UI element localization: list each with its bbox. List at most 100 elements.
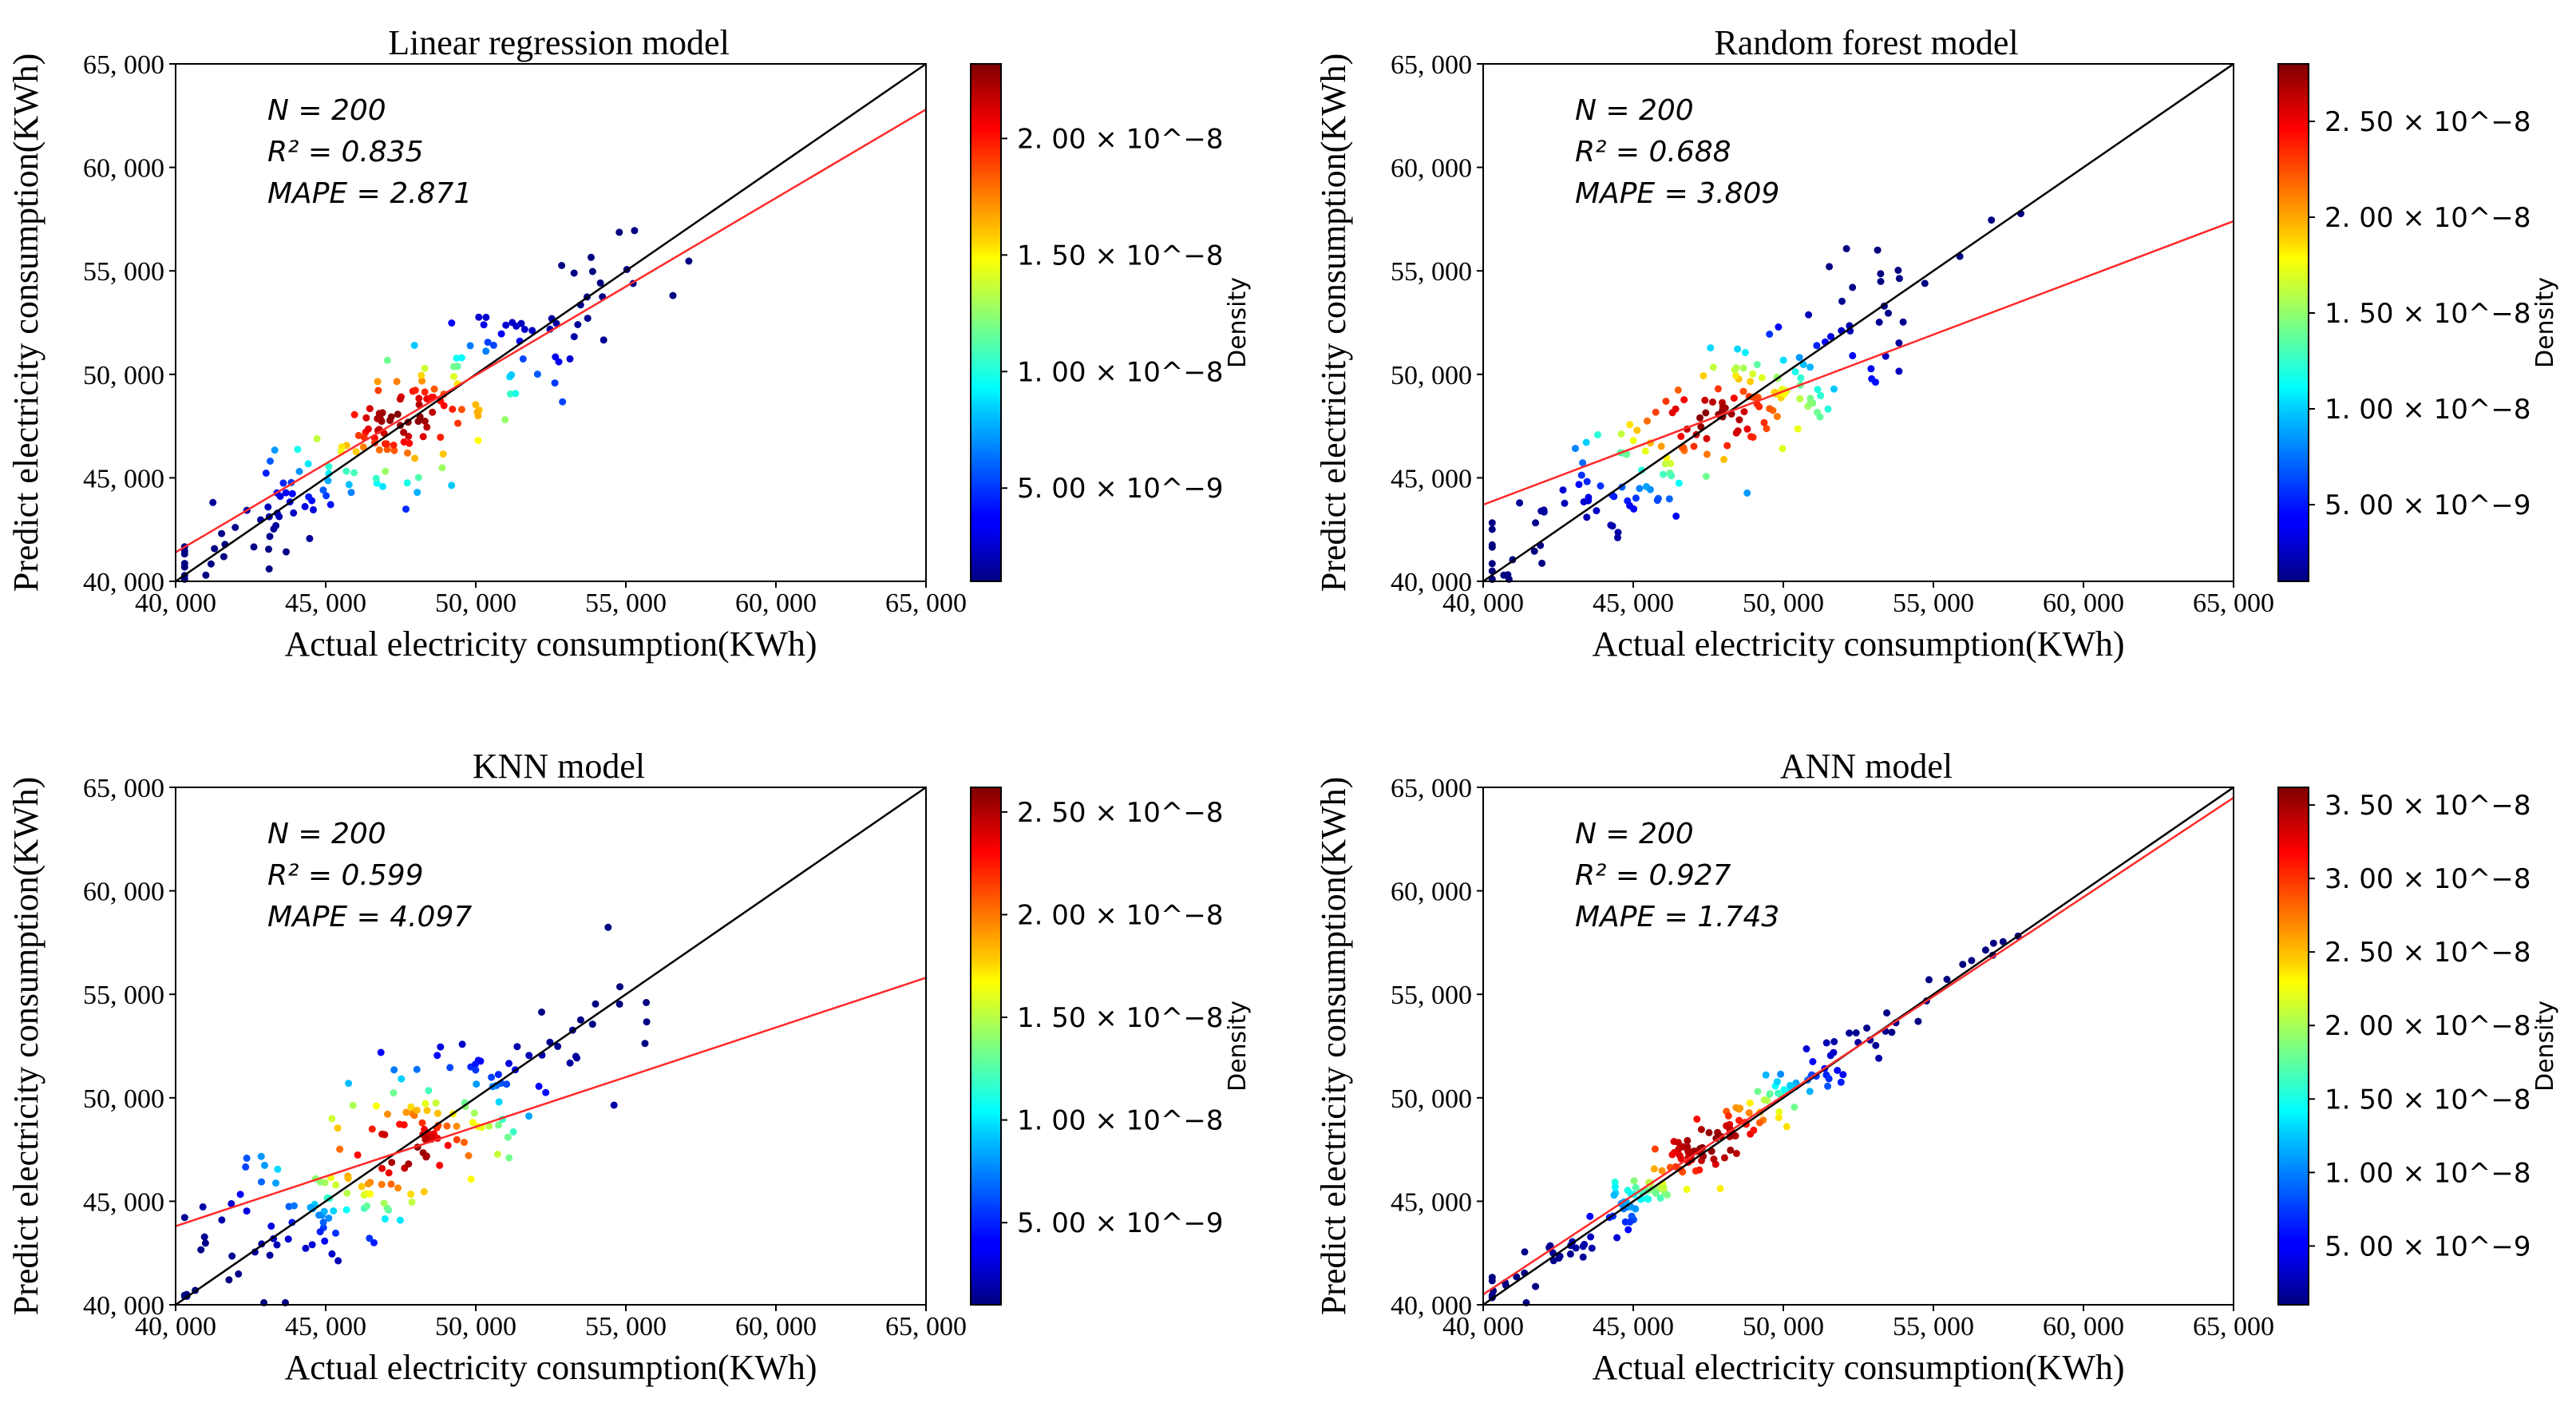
scatter-point <box>643 1018 651 1026</box>
colorbar-gradient <box>970 63 1002 582</box>
scatter-point <box>336 1145 344 1153</box>
colorbar-tick-label: 1. 00 × 10^−8 <box>1017 1105 1224 1137</box>
scatter-point <box>488 1073 496 1081</box>
scatter-point <box>1839 1071 1847 1079</box>
scatter-point <box>364 1180 372 1188</box>
scatter-point <box>1775 1114 1783 1122</box>
scatter-point <box>242 1163 250 1171</box>
scatter-point <box>1665 495 1673 503</box>
scatter-point <box>1830 1038 1838 1045</box>
scatter-point <box>294 446 302 454</box>
stat-r2: R² = 0.688 <box>1575 136 1731 168</box>
scatter-point <box>588 253 595 261</box>
colorbar-label: Density <box>2531 277 2559 368</box>
scatter-point <box>1679 1143 1687 1151</box>
scatter-point <box>573 1054 581 1062</box>
scatter-point <box>436 1161 444 1169</box>
colorbar-tick-label: 3. 00 × 10^−8 <box>2325 863 2531 895</box>
x-tick-label: 50, 000 <box>1743 589 1824 618</box>
y-tick-label: 45, 000 <box>83 1187 164 1217</box>
scatter-point <box>437 434 445 442</box>
colorbar-tick-label: 1. 50 × 10^−8 <box>2325 298 2531 330</box>
scatter-point <box>366 1235 374 1242</box>
scatter-point <box>313 434 321 442</box>
scatter-point <box>1775 1108 1783 1116</box>
scatter-point <box>1513 1273 1521 1281</box>
scatter-point <box>1658 1167 1666 1175</box>
scatter-point <box>615 228 623 236</box>
scatter-point <box>1632 494 1640 502</box>
x-tick-labels: 40, 000 45, 000 50, 000 55, 000 60, 000 65, 0… <box>135 581 967 618</box>
stat-n: N = 200 <box>267 818 386 850</box>
scatter-point <box>631 227 639 235</box>
scatter-point <box>414 474 422 482</box>
scatter-point <box>1741 349 1749 356</box>
scatter-point <box>381 1131 389 1139</box>
scatter-point <box>1981 946 1989 954</box>
chart-title: KNN model <box>473 747 645 786</box>
scatter-point <box>320 1207 328 1215</box>
y-tick-label: 55, 000 <box>83 981 164 1010</box>
scatter-point <box>396 395 404 403</box>
scatter-point <box>362 414 370 422</box>
scatter-point <box>328 1115 336 1123</box>
scatter-point <box>472 401 480 409</box>
scatter-point <box>319 486 327 494</box>
x-tick-label: 65, 000 <box>2193 1312 2274 1342</box>
scatter-point <box>475 313 483 321</box>
scatter-point <box>396 1216 404 1224</box>
scatter-point <box>1521 1248 1529 1256</box>
scatter-point <box>1582 438 1590 446</box>
scatter-point <box>1895 339 1903 347</box>
scatter-point <box>1690 442 1698 450</box>
scatter-point <box>1749 370 1757 378</box>
scatter-point <box>1703 434 1711 442</box>
scatter-point <box>1766 1090 1774 1098</box>
scatter-point <box>1723 442 1731 450</box>
scatter-point <box>482 313 490 321</box>
scatter-point <box>352 448 360 456</box>
y-tick-label: 50, 000 <box>1391 1084 1472 1114</box>
scatter-point <box>513 1043 521 1051</box>
scatter-point <box>1883 1009 1891 1017</box>
scatter-point <box>358 1183 366 1191</box>
scatter-point <box>494 1071 502 1079</box>
scatter-point <box>1702 473 1710 481</box>
scatter-point <box>270 525 278 533</box>
scatter-point <box>291 1202 298 1210</box>
scatter-point <box>1714 385 1722 393</box>
scatter-point <box>1842 244 1850 252</box>
scatter-point <box>1727 1146 1735 1154</box>
scatter-point <box>350 469 358 477</box>
scatter-point <box>1697 1126 1705 1133</box>
scatter-point <box>408 1198 416 1206</box>
scatter-point <box>199 1203 207 1211</box>
scatter-point <box>1739 387 1747 395</box>
scatter-point <box>1830 385 1838 393</box>
scatter-point <box>1867 365 1875 373</box>
colorbar-ticks: 5. 00 × 10^−9 1. 00 × 10^−8 1. 50 × 10^−8 2… <box>1001 123 1224 505</box>
scatter-point <box>377 1048 385 1056</box>
scatter-point <box>1641 447 1649 455</box>
scatter-point <box>509 1128 517 1135</box>
scatter-point <box>1813 342 1821 350</box>
scatter-point <box>1758 374 1766 382</box>
scatter-point <box>421 388 429 396</box>
scatter-point <box>566 355 574 363</box>
scatter-point <box>1834 1067 1842 1074</box>
scatter-point <box>324 477 332 485</box>
scatter-point <box>1775 323 1783 331</box>
scatter-point <box>342 1206 350 1214</box>
x-tick-label: 55, 000 <box>585 1312 667 1342</box>
x-axis-label: Actual electricity consumption(KWh) <box>284 1348 817 1387</box>
scatter-point <box>504 1133 512 1141</box>
panel-ann: ANN model 40, 000 45, 000 50, 000 55, 000 60… <box>1314 747 2559 1387</box>
scatter-point <box>512 390 520 398</box>
scatter-point <box>390 442 398 449</box>
fit-line <box>175 977 927 1227</box>
scatter-point <box>381 1215 389 1223</box>
scatter-point <box>1575 481 1583 489</box>
scatter-point <box>235 1270 243 1278</box>
scatter-point <box>1743 425 1751 433</box>
scatter-point <box>1724 1112 1732 1120</box>
